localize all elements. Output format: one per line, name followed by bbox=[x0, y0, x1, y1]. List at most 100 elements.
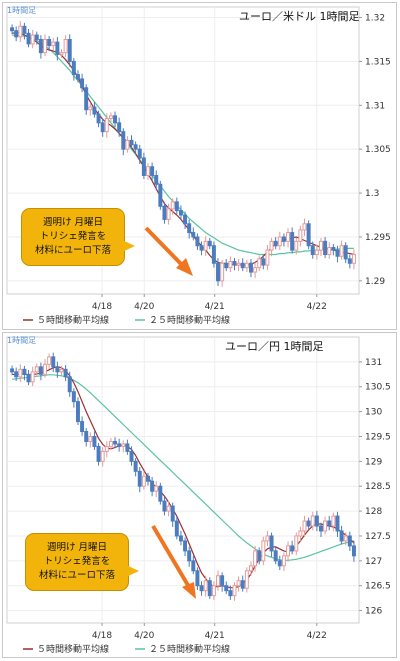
candle-body bbox=[183, 214, 188, 225]
candle-body bbox=[277, 236, 282, 247]
candle-body bbox=[335, 515, 340, 532]
candle-body bbox=[195, 236, 200, 247]
candle-body bbox=[92, 435, 97, 447]
candle-body bbox=[290, 232, 295, 251]
down-arrow-icon bbox=[144, 226, 193, 276]
candle-body bbox=[30, 34, 35, 45]
candle-body bbox=[273, 240, 278, 247]
y-tick-label: 126.5 bbox=[365, 582, 391, 592]
candle-body bbox=[141, 475, 146, 487]
x-tick-label: 4/18 bbox=[92, 631, 112, 641]
candle-body bbox=[96, 445, 101, 462]
candle-body bbox=[228, 261, 233, 269]
candle-body bbox=[211, 245, 216, 264]
candle-body bbox=[323, 520, 328, 532]
candle-body bbox=[269, 535, 274, 552]
candle-body bbox=[146, 166, 150, 177]
candle-body bbox=[51, 356, 56, 368]
candle-body bbox=[75, 401, 80, 423]
candle-body bbox=[244, 262, 249, 269]
y-tick-label: 127.5 bbox=[365, 532, 391, 542]
candle-body bbox=[26, 373, 31, 383]
candle-body bbox=[162, 500, 167, 512]
candle-body bbox=[178, 535, 183, 542]
candle-body bbox=[281, 555, 286, 567]
x-tick-label: 4/21 bbox=[205, 302, 225, 312]
candle-body bbox=[108, 440, 113, 447]
candle-body bbox=[96, 113, 101, 124]
candle-body bbox=[59, 52, 64, 55]
candle-body bbox=[277, 560, 282, 567]
candle-body bbox=[174, 201, 179, 212]
y-tick-label: 130.5 bbox=[365, 383, 391, 393]
candle-body bbox=[26, 32, 31, 45]
candle-body bbox=[92, 106, 97, 115]
down-arrow-icon bbox=[151, 524, 196, 599]
candle-body bbox=[30, 371, 35, 383]
eurjpy-chart-panel: ユーロ／円 1時間足 1時間足 131 130.5 130 129.5 129 128.5… bbox=[2, 332, 397, 658]
y-tick-label: 131 bbox=[365, 358, 382, 368]
candle-body bbox=[84, 431, 89, 442]
candle-body bbox=[14, 371, 19, 378]
x-tick-label: 4/21 bbox=[205, 631, 225, 641]
candle-body bbox=[187, 223, 192, 234]
candle-body bbox=[351, 545, 356, 557]
candle-body bbox=[191, 560, 196, 572]
candle-body bbox=[113, 440, 118, 445]
candle-body bbox=[331, 515, 336, 527]
candle-body bbox=[34, 34, 39, 40]
candle-body bbox=[306, 223, 311, 247]
legend-ma5-label: ５時間移動平均線 bbox=[37, 314, 109, 326]
candle-body bbox=[335, 249, 340, 257]
candle-body bbox=[269, 240, 274, 251]
candle-body bbox=[170, 201, 175, 210]
candle-body bbox=[228, 590, 233, 597]
candle-body bbox=[224, 585, 229, 592]
candle-body bbox=[137, 148, 142, 159]
candle-body bbox=[294, 240, 299, 251]
candle-body bbox=[310, 515, 315, 527]
candle-body bbox=[43, 363, 47, 375]
candle-body bbox=[150, 166, 155, 177]
candle-body bbox=[195, 570, 200, 587]
candle-body bbox=[302, 223, 307, 231]
candle-body bbox=[125, 443, 130, 452]
candle-body bbox=[63, 38, 68, 54]
y-tick-label: 1.32 bbox=[365, 14, 385, 24]
candle-body bbox=[191, 232, 196, 238]
candle-body bbox=[244, 570, 249, 589]
annotation-line: 週明け 月曜日 bbox=[42, 217, 104, 228]
y-tick-label: 130 bbox=[365, 408, 382, 418]
candle-body bbox=[88, 106, 93, 111]
candle-body bbox=[104, 445, 109, 452]
candle-body bbox=[162, 205, 167, 220]
candle-body bbox=[310, 245, 315, 256]
y-tick-label: 128 bbox=[365, 507, 382, 517]
candle-body bbox=[88, 435, 93, 442]
candle-body bbox=[38, 366, 43, 375]
candle-body bbox=[154, 175, 159, 185]
candle-body bbox=[108, 115, 113, 119]
candle-body bbox=[38, 38, 43, 54]
candle-body bbox=[18, 368, 23, 378]
candle-body bbox=[290, 545, 295, 552]
candle-body bbox=[265, 249, 270, 266]
candle-body bbox=[294, 535, 299, 552]
y-tick-label: 128.5 bbox=[365, 482, 391, 492]
candle-body bbox=[22, 368, 27, 375]
y-tick-label: 127 bbox=[365, 557, 382, 567]
candle-body bbox=[14, 30, 19, 38]
candle-body bbox=[100, 122, 105, 133]
candle-body bbox=[253, 550, 258, 567]
eurusd-chart-panel: ユーロ／米ドル 1時間足 1時間足 1.32 1.315 1.31 1.305 1.3 1… bbox=[2, 2, 397, 330]
y-tick-label: 126 bbox=[365, 607, 382, 617]
candle-body bbox=[273, 550, 278, 562]
x-tick-label: 4/22 bbox=[307, 631, 327, 641]
candle-body bbox=[265, 535, 270, 542]
candle-body bbox=[166, 208, 171, 220]
candle-body bbox=[150, 480, 155, 492]
candle-body bbox=[47, 38, 52, 47]
y-tick-label: 1.295 bbox=[365, 233, 391, 243]
candle-body bbox=[224, 262, 229, 269]
x-tick-label: 4/20 bbox=[134, 302, 154, 312]
